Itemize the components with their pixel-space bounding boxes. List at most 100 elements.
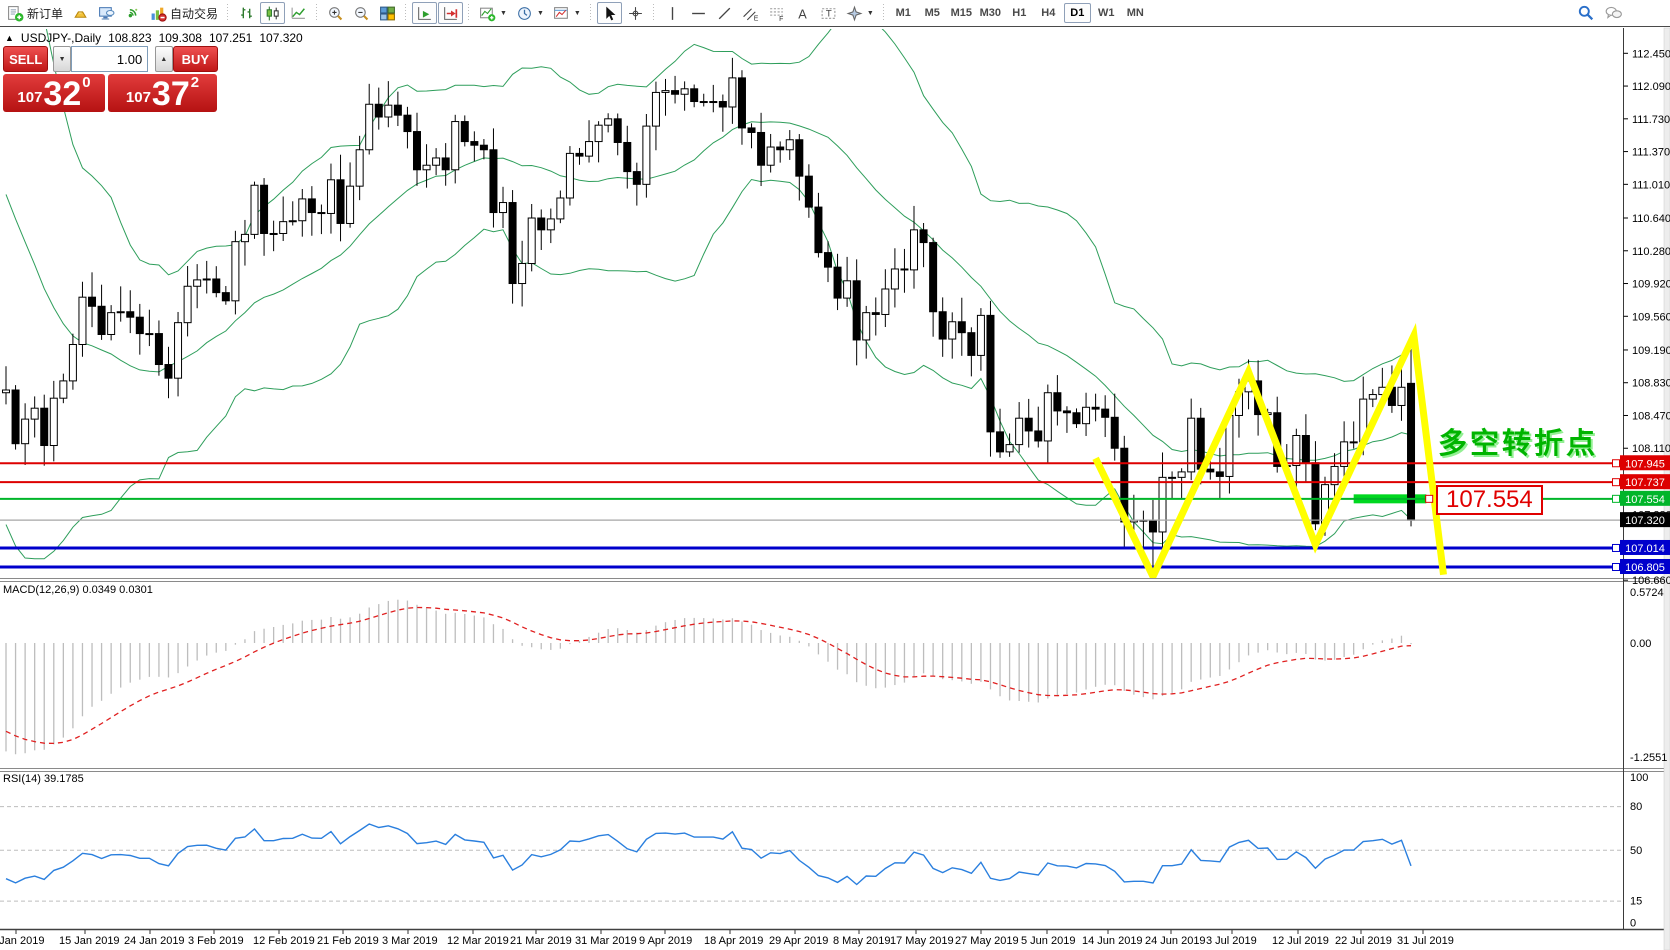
candle [135, 316, 144, 335]
toolbar-separator [587, 3, 594, 23]
candlestick-button[interactable] [260, 2, 286, 24]
hline-anchor[interactable] [1612, 543, 1620, 552]
volume-input[interactable]: 1.00 [70, 46, 149, 72]
ask-price-box[interactable]: 107 37 2 [108, 74, 217, 112]
price-tick-label: 109.920 [1632, 279, 1670, 291]
candle [1034, 430, 1043, 442]
zoom-out-button[interactable] [349, 2, 374, 24]
period-button-M5[interactable]: M5 [924, 7, 940, 19]
candle [126, 311, 135, 318]
metaeditor-button[interactable] [68, 2, 93, 24]
hline-price-label-text: 107.945 [1625, 458, 1665, 470]
vertical-line-button[interactable] [660, 2, 685, 24]
candle [307, 198, 316, 214]
period-button-W1[interactable]: W1 [1098, 7, 1115, 19]
sell-button[interactable]: SELL [3, 46, 49, 72]
periods-button[interactable]: ▼ [512, 2, 548, 24]
hline-anchor[interactable] [1612, 494, 1620, 503]
period-button-H1[interactable]: H1 [1012, 7, 1027, 19]
candle [661, 90, 670, 93]
candle [823, 252, 832, 268]
volume-increase-button[interactable]: ▲ [155, 46, 173, 72]
bar-chart-button[interactable] [234, 2, 259, 24]
autotrading-button[interactable]: 自动交易 [146, 2, 222, 24]
fibonacci-button[interactable]: F [764, 2, 789, 24]
hline-anchor[interactable] [1612, 562, 1620, 571]
candle [757, 131, 766, 166]
toolbar: 新订单 自动交易 ▼ ▼ [0, 0, 1670, 27]
hline-price-label[interactable] [1620, 474, 1670, 490]
macd-values: 0.0349 0.0301 [82, 584, 153, 596]
hline-price-label[interactable] [1620, 455, 1670, 471]
tile-windows-button[interactable] [375, 2, 400, 24]
hline-price-label[interactable] [1620, 558, 1670, 574]
indicators-button[interactable]: ▼ [475, 2, 511, 24]
period-button-M15[interactable]: M15 [950, 7, 972, 19]
candle [355, 149, 364, 187]
candle [1101, 408, 1110, 418]
candle [1062, 410, 1071, 414]
candle [393, 104, 402, 116]
trendline-icon [718, 7, 731, 19]
line-handle[interactable] [1425, 494, 1434, 503]
search-button[interactable] [1573, 2, 1599, 24]
candle [49, 397, 58, 447]
line-chart-button[interactable] [286, 2, 311, 24]
date-label: 3 Mar 2019 [382, 935, 438, 947]
candle [833, 266, 842, 299]
chat-button[interactable] [1600, 2, 1627, 24]
candle [1397, 386, 1406, 406]
period-button-M30[interactable]: M30 [979, 7, 1001, 19]
hline-anchor[interactable] [1612, 478, 1620, 487]
date-label: 12 Mar 2019 [447, 935, 509, 947]
volume-decrease-button[interactable]: ▼ [53, 46, 71, 72]
chart-shift-button[interactable] [438, 2, 464, 24]
candle [1206, 468, 1215, 473]
candle [107, 312, 116, 335]
candle [489, 149, 498, 214]
candle [11, 389, 20, 445]
candle [976, 314, 985, 356]
bid-price-box[interactable]: 107 32 0 [3, 74, 105, 112]
period-button-M1[interactable]: M1 [895, 7, 911, 19]
hline-anchor[interactable] [1612, 459, 1620, 468]
candle [288, 220, 297, 223]
buy-button[interactable]: BUY [172, 46, 218, 72]
toolbar-separator [225, 3, 232, 23]
shapes-button[interactable]: ▼ [842, 2, 878, 24]
candle [326, 179, 335, 214]
ask-price-pips: 37 [151, 75, 190, 113]
candle [260, 184, 269, 234]
candle [890, 268, 899, 290]
cursor-button[interactable] [596, 2, 622, 24]
channel-button[interactable]: E [738, 2, 763, 24]
zigzag-annotation[interactable] [1092, 322, 1447, 579]
mql5-button[interactable] [94, 2, 119, 24]
candle [718, 101, 727, 108]
crosshair-button[interactable] [623, 2, 648, 24]
candle [59, 380, 68, 399]
period-button-MN[interactable]: MN [1126, 7, 1144, 19]
new-order-button[interactable]: 新订单 [3, 2, 67, 24]
signals-button[interactable] [120, 2, 145, 24]
templates-button[interactable]: ▼ [549, 2, 585, 24]
candle [1148, 519, 1157, 533]
candle [938, 311, 947, 340]
zoom-in-button[interactable] [323, 2, 348, 24]
hline-price-label[interactable] [1620, 490, 1670, 506]
candle [88, 296, 97, 307]
period-button-H4[interactable]: H4 [1041, 7, 1056, 19]
hline-price-label[interactable] [1620, 539, 1670, 555]
hline-price-label[interactable] [1620, 512, 1670, 528]
candle [1177, 471, 1186, 478]
bid-price-main: 107 [17, 89, 43, 106]
candle [671, 90, 680, 95]
auto-scroll-button[interactable] [412, 2, 438, 24]
period-button-D1[interactable]: D1 [1063, 3, 1091, 23]
text-label-button[interactable]: T [816, 2, 841, 24]
horizontal-line-button[interactable] [686, 2, 711, 24]
text-button[interactable]: A [790, 2, 815, 24]
ask-price-point: 2 [190, 74, 200, 91]
trendline-button[interactable] [712, 2, 737, 24]
